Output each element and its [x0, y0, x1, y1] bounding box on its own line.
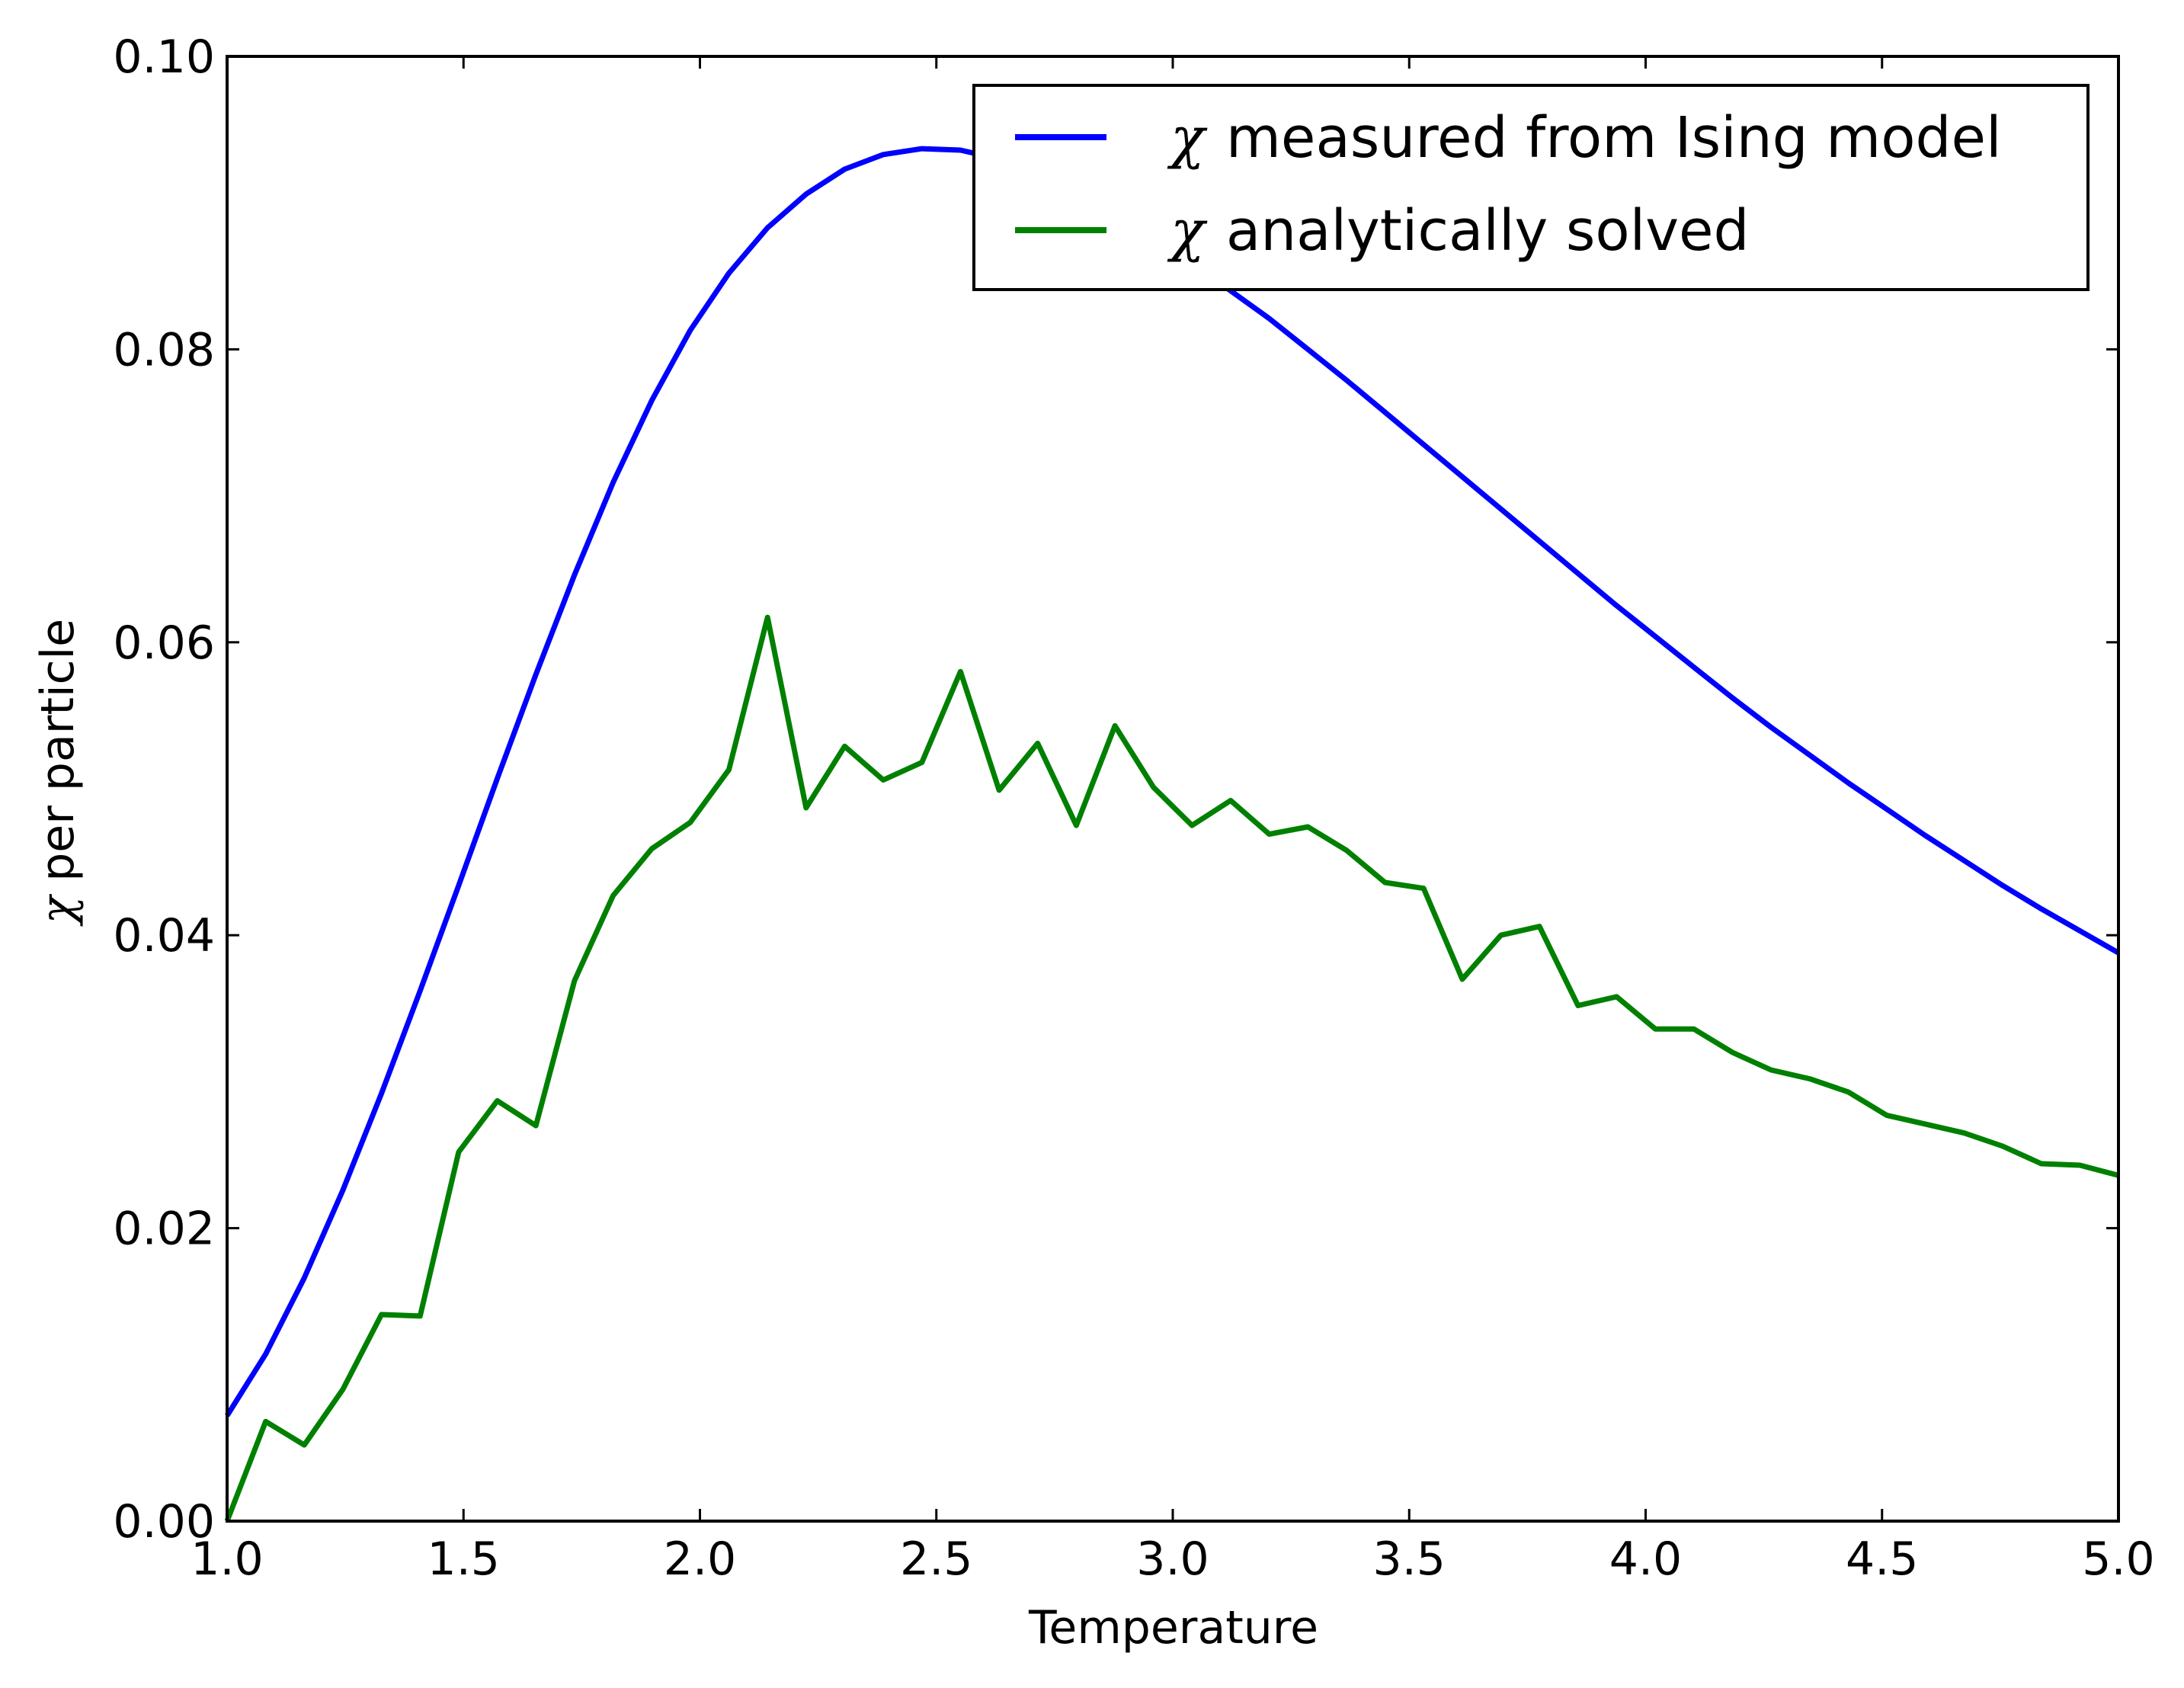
legend-label-analytic: χ analytically solved [1167, 198, 1750, 264]
y-tick-label: 0.04 [113, 909, 215, 963]
x-tick-label: 4.5 [1846, 1533, 1918, 1586]
x-tick-label: 3.5 [1373, 1533, 1446, 1586]
legend-text-analytic: analytically solved [1226, 198, 1750, 264]
x-tick-label: 2.0 [664, 1533, 736, 1586]
series-line-analytic [224, 614, 2119, 1523]
legend-label-measured: χ measured from Ising model [1167, 105, 2002, 171]
x-tick-label: 3.0 [1136, 1533, 1209, 1586]
y-axis-label: χ per particle [31, 619, 85, 927]
legend-symbol-analytic: χ [1167, 198, 1208, 264]
legend-symbol-measured: χ [1167, 105, 1208, 171]
y-tick-label: 0.08 [113, 323, 215, 376]
y-tick-labels: 0.00 0.02 0.04 0.06 0.08 0.10 [113, 30, 215, 1549]
y-axis-label-symbol: χ [31, 893, 85, 927]
x-tick-label: 1.5 [428, 1533, 500, 1586]
legend-text-measured: measured from Ising model [1226, 105, 2002, 171]
x-tick-label: 5.0 [2082, 1533, 2154, 1586]
x-tick-label: 4.0 [1609, 1533, 1682, 1586]
x-tick-labels: 1.0 1.5 2.0 2.5 3.0 3.5 4.0 4.5 5.0 [191, 1533, 2154, 1586]
x-axis-label: Temperature [1028, 1601, 1318, 1654]
y-tick-label: 0.10 [113, 30, 215, 84]
y-tick-label: 0.06 [113, 617, 215, 670]
legend: χ measured from Ising model χ analytically… [972, 84, 2090, 291]
y-tick-label: 0.00 [113, 1495, 215, 1549]
x-tick-label: 2.5 [900, 1533, 972, 1586]
y-tick-label: 0.02 [113, 1203, 215, 1256]
y-axis-label-text: per particle [31, 619, 85, 896]
x-tick-label: 1.0 [191, 1533, 263, 1586]
plot-frame [226, 55, 2120, 1523]
legend-box [972, 84, 2090, 291]
